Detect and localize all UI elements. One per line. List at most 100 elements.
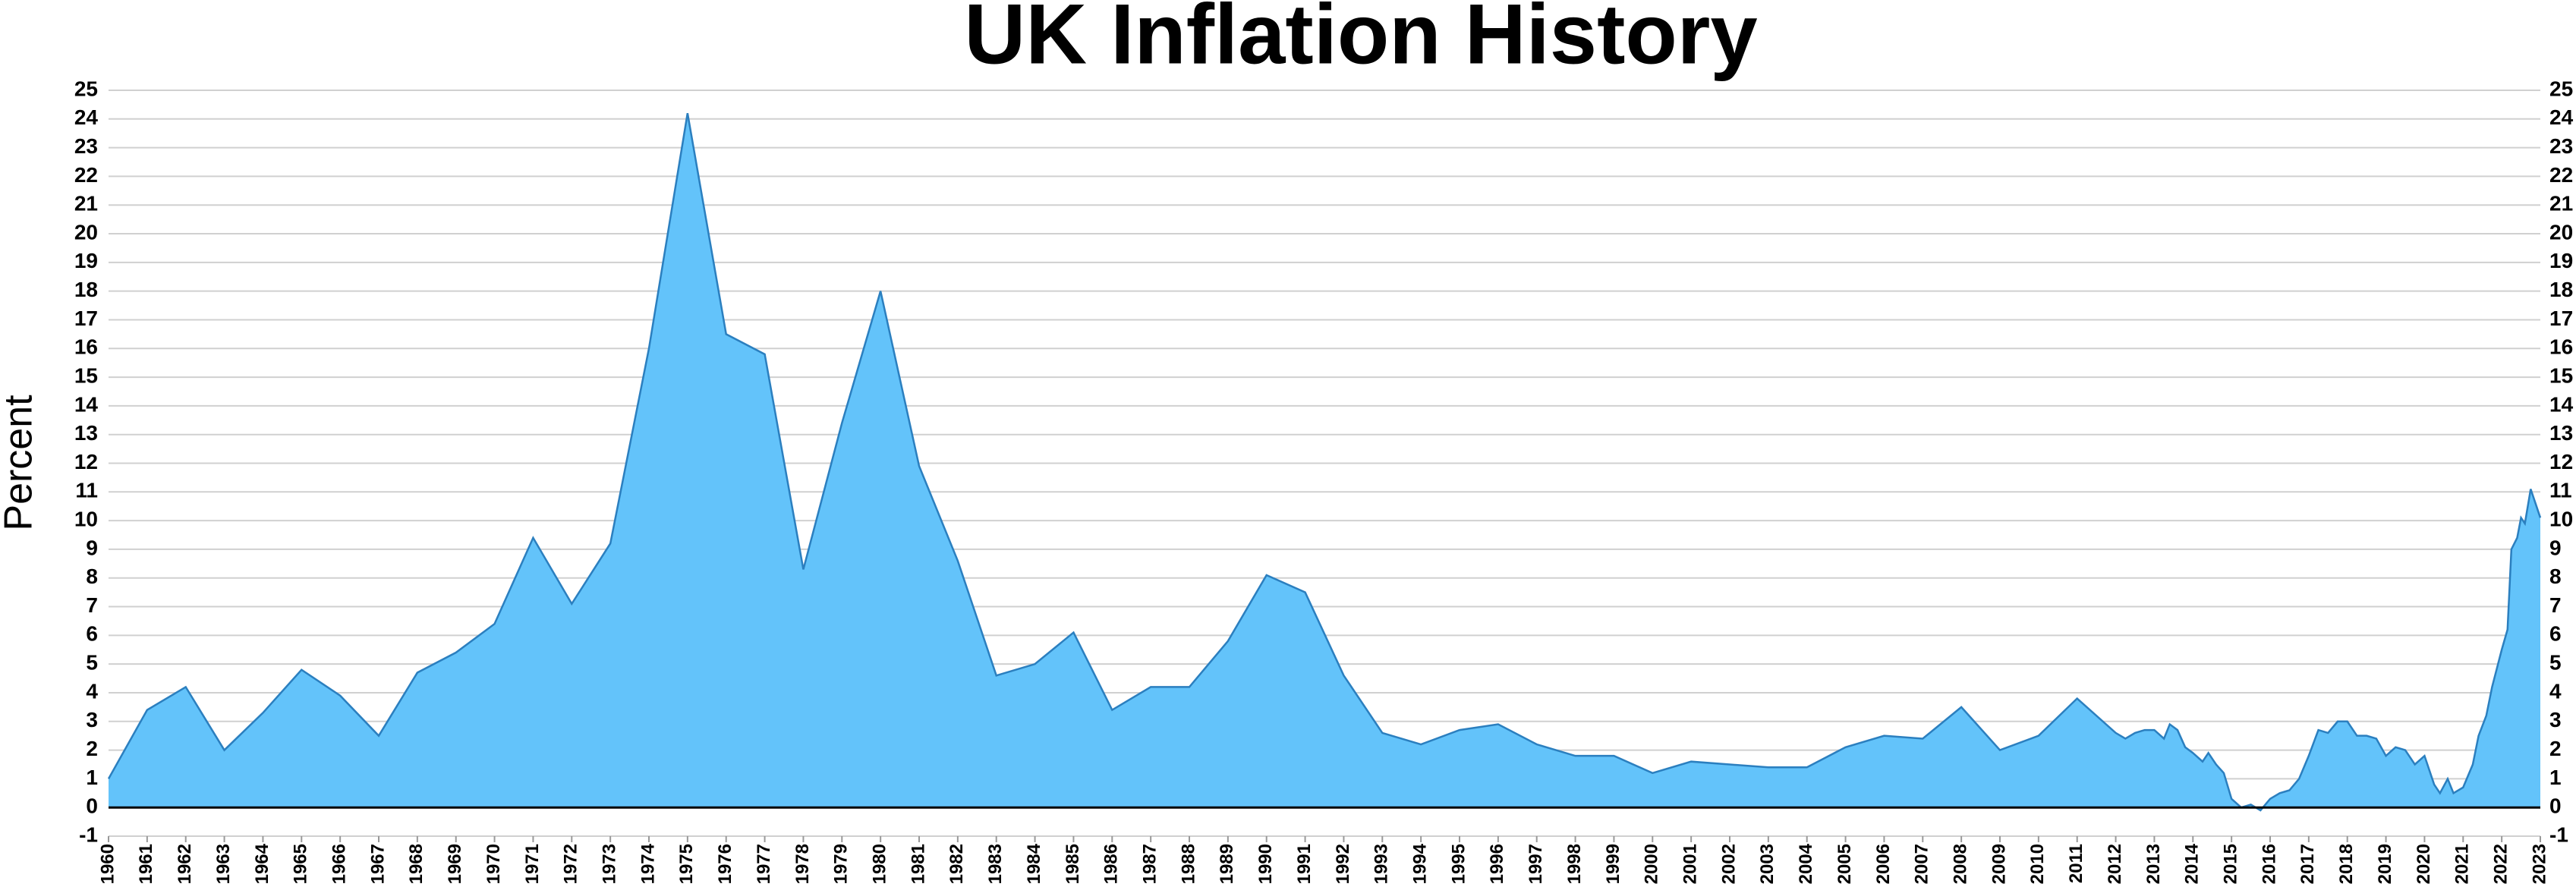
x-tick-label: 2016 <box>2259 844 2279 884</box>
x-tick-label: 2011 <box>2066 844 2086 883</box>
x-tick-label: 1991 <box>1294 844 1315 884</box>
y-tick-label-right: 14 <box>2549 392 2574 416</box>
y-tick-label: 3 <box>86 708 98 731</box>
x-tick-label: 1961 <box>136 844 156 884</box>
y-tick-label-right: 24 <box>2549 105 2574 129</box>
x-tick-label: 1988 <box>1178 844 1198 884</box>
y-tick-label: 0 <box>86 794 98 818</box>
x-tick-label: 1994 <box>1409 843 1430 884</box>
x-tick-label: 1987 <box>1139 844 1160 884</box>
y-tick-label-right: 23 <box>2549 134 2573 158</box>
x-tick-label: 1962 <box>175 844 195 884</box>
y-tick-label-right: -1 <box>2549 823 2568 846</box>
x-tick-label: 1965 <box>291 844 311 884</box>
y-tick-label-right: 17 <box>2549 307 2573 330</box>
y-tick-label-right: 13 <box>2549 421 2573 445</box>
y-tick-label-right: 2 <box>2549 737 2562 760</box>
x-tick-label: 1986 <box>1101 844 1122 884</box>
x-tick-label: 2000 <box>1642 844 1662 884</box>
x-tick-label: 1985 <box>1063 844 1083 884</box>
chart-title: UK Inflation History <box>964 0 1757 82</box>
x-tick-label: 1990 <box>1255 844 1276 884</box>
y-tick-label: 22 <box>74 163 98 187</box>
y-tick-label: 9 <box>86 536 98 559</box>
x-tick-label: 2009 <box>1989 844 2009 884</box>
x-tick-label: 2012 <box>2105 844 2125 884</box>
y-tick-label-right: 5 <box>2549 651 2562 675</box>
x-tick-label: 1999 <box>1603 844 1623 884</box>
y-tick-label-right: 19 <box>2549 249 2573 272</box>
x-tick-label: 2018 <box>2336 844 2357 884</box>
x-tick-label: 2013 <box>2143 844 2164 884</box>
x-tick-label: 2010 <box>2027 844 2048 884</box>
x-tick-label: 1976 <box>715 844 735 884</box>
x-tick-label: 1998 <box>1564 844 1585 884</box>
y-tick-label: 14 <box>74 392 99 416</box>
line <box>107 113 2542 812</box>
y-tick-label-right: 10 <box>2549 508 2573 531</box>
x-tick-label: 1973 <box>599 844 619 884</box>
y-tick-label-right: 16 <box>2549 335 2573 359</box>
x-tick-label: 1983 <box>985 844 1006 884</box>
y-tick-label-right: 7 <box>2549 593 2562 617</box>
x-tick-label: 1975 <box>676 844 697 884</box>
y-tick-label-right: 4 <box>2549 679 2562 703</box>
area <box>109 113 2540 810</box>
x-tick-label: 2014 <box>2182 843 2203 884</box>
x-tick-label: 2022 <box>2490 844 2511 884</box>
y-tick-label: 24 <box>74 105 99 129</box>
y-tick-label-right: 0 <box>2549 794 2562 818</box>
x-tick-label: 2017 <box>2297 844 2318 884</box>
x-tick-label: 2003 <box>1757 844 1778 884</box>
y-tick-label: 4 <box>86 679 98 703</box>
y-tick-label: 8 <box>86 565 98 588</box>
y-tick-label: 25 <box>74 77 98 100</box>
x-tick-label: 1963 <box>213 844 234 884</box>
x-tick-label: 1982 <box>946 844 967 884</box>
x-tick-label: 2015 <box>2220 844 2241 884</box>
x-tick-label: 2020 <box>2414 844 2434 884</box>
x-tick-label: 2004 <box>1796 843 1816 884</box>
y-tick-label: 11 <box>75 479 98 502</box>
y-tick-label-right: 21 <box>2549 192 2573 215</box>
y-tick-label: 10 <box>74 508 98 531</box>
y-tick-label-right: 3 <box>2549 708 2562 731</box>
x-tick-label: 1960 <box>97 844 118 884</box>
x-tick-label: 1977 <box>754 844 774 884</box>
y-tick-label-right: 15 <box>2549 363 2573 387</box>
y-tick-label-right: 6 <box>2549 622 2562 646</box>
x-tick-label: 1997 <box>1526 844 1546 884</box>
y-tick-label: 5 <box>86 651 98 675</box>
x-tick-label: 2019 <box>2375 844 2395 884</box>
x-tick-label: 1970 <box>483 844 504 884</box>
x-tick-label: 1968 <box>406 844 427 884</box>
x-tick-label: 1992 <box>1333 844 1353 884</box>
y-tick-label: 18 <box>74 278 98 301</box>
y-tick-label-right: 9 <box>2549 536 2562 559</box>
y-tick-label-right: 8 <box>2549 565 2562 588</box>
x-tick-label: 2006 <box>1873 844 1894 884</box>
y-tick-label: 16 <box>74 335 98 359</box>
y-tick-label-right: 25 <box>2549 77 2573 100</box>
y-axis-label: Percent <box>0 395 41 531</box>
y-tick-label: 20 <box>74 220 98 244</box>
x-tick-label: 1969 <box>445 844 465 884</box>
x-tick-label: 2005 <box>1834 844 1855 884</box>
y-tick-label: 1 <box>86 766 98 789</box>
x-tick-label: 1989 <box>1217 844 1237 884</box>
y-tick-label: 21 <box>74 192 98 215</box>
y-tick-label: 19 <box>74 249 98 272</box>
y-tick-label: 7 <box>86 593 98 617</box>
y-tick-label: 15 <box>74 363 98 387</box>
y-tick-label-right: 1 <box>2549 766 2562 789</box>
x-tick-label: 2002 <box>1718 844 1739 884</box>
x-tick-label: 1964 <box>252 843 272 884</box>
y-tick-label: 12 <box>74 450 98 473</box>
x-tick-label: 2007 <box>1912 844 1932 884</box>
y-tick-label: 17 <box>74 307 98 330</box>
x-tick-label: 1972 <box>561 844 581 884</box>
y-tick-label: 6 <box>86 622 98 646</box>
x-tick-label: 2023 <box>2529 844 2549 884</box>
